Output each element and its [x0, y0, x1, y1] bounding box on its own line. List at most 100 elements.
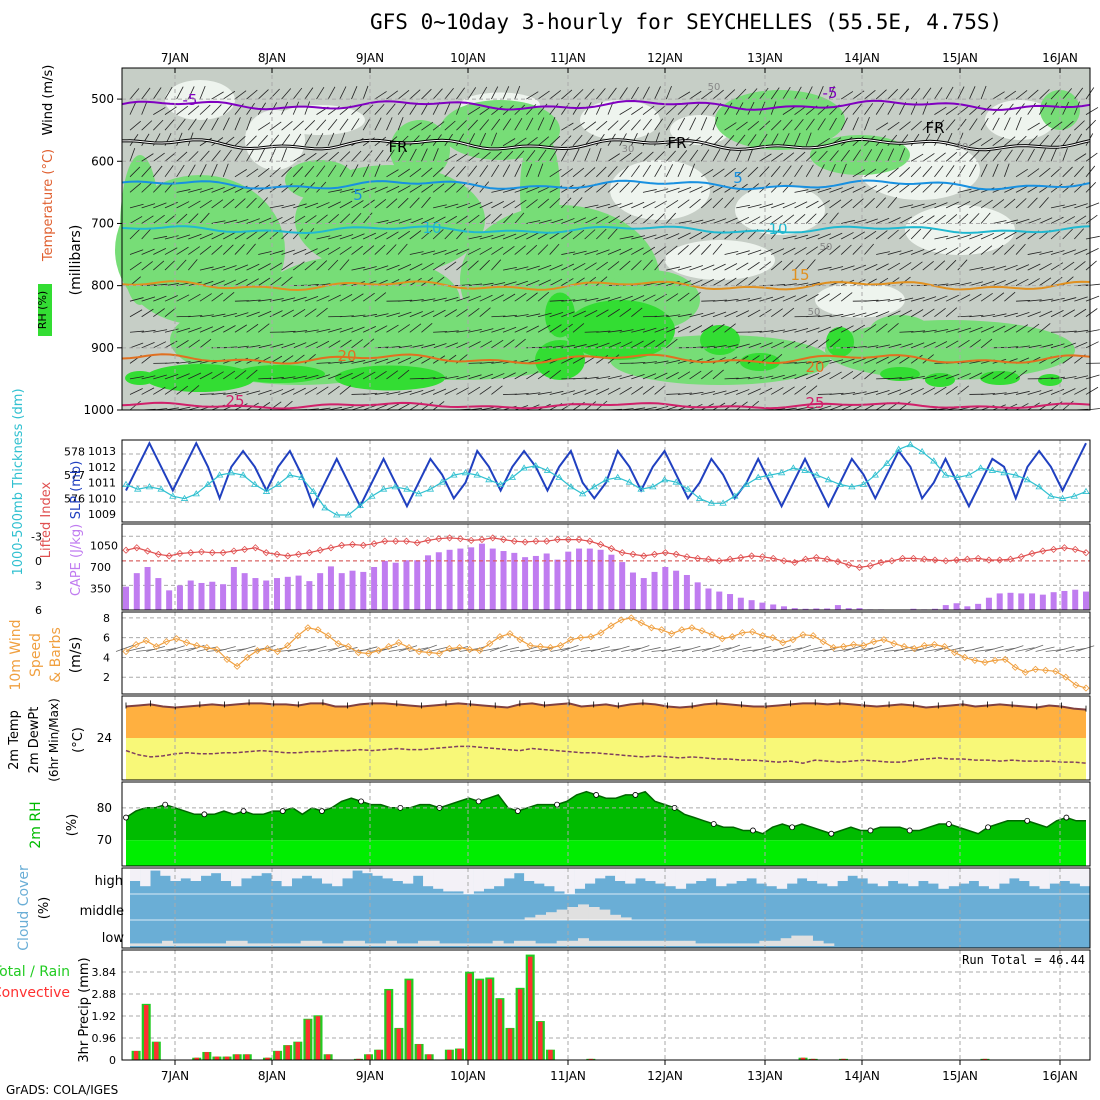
cloud-low-band — [780, 938, 792, 946]
lifted-index-marker — [931, 556, 939, 564]
wind-barb — [176, 105, 189, 115]
wind-barb — [724, 344, 739, 349]
wind-barb — [945, 119, 956, 131]
wind-speed-marker — [627, 614, 635, 622]
wind-barb — [199, 199, 212, 209]
wind-barb — [934, 165, 944, 178]
thickness-marker — [602, 476, 610, 483]
wind-barb — [712, 299, 727, 302]
wind-barb — [689, 244, 700, 255]
wind-barb-10m — [358, 646, 378, 652]
wind-barb — [444, 203, 459, 209]
wind-barb — [934, 119, 945, 131]
cloud-high-clear — [756, 868, 767, 884]
thickness-marker — [180, 494, 189, 501]
wind-barb — [1027, 197, 1038, 209]
millibars-axis-label: (millibars) — [68, 225, 84, 296]
top-day-label-7: 14JAN — [844, 51, 880, 65]
wind-barb — [1085, 214, 1098, 224]
wind-barb-10m — [792, 644, 811, 652]
slp-axis-label: SLP (mb) — [69, 461, 84, 520]
thickness-marker — [567, 483, 575, 490]
wind-barb — [467, 386, 481, 395]
wind-barb — [561, 197, 572, 209]
wind-barb — [922, 387, 936, 395]
wind-barb — [304, 374, 319, 380]
wind-speed-marker — [698, 627, 706, 635]
wind-barb — [432, 309, 446, 318]
wind-barb — [339, 188, 354, 193]
cape-bar — [770, 604, 777, 610]
lifted-index-marker — [381, 537, 389, 545]
temp-fill — [126, 703, 1086, 738]
wind-barb — [596, 203, 610, 209]
wind-barb — [1062, 216, 1076, 224]
wind-barb — [456, 120, 467, 131]
cape-bar — [1050, 592, 1057, 610]
wind-barb — [1050, 388, 1065, 395]
wind-barb — [223, 198, 235, 209]
wind-barb-10m — [701, 645, 721, 652]
wind-barb — [281, 276, 293, 286]
rh-moist-patch-15 — [285, 160, 355, 200]
cape-bar — [360, 571, 367, 610]
wind-barb — [1085, 341, 1099, 349]
wind-barb — [257, 135, 268, 146]
wind-barb — [409, 102, 418, 115]
wind-barb — [736, 216, 750, 224]
wind-barb — [1085, 182, 1097, 193]
wind-barb — [433, 376, 448, 380]
wind-barb — [397, 185, 411, 193]
wind-barb — [689, 265, 703, 271]
wind-barb — [514, 150, 525, 162]
wind-barb — [654, 405, 669, 411]
wind-barb — [339, 213, 351, 224]
cape-bar — [241, 573, 248, 610]
slp-ytick-label-2: 1011 — [88, 477, 116, 490]
wind-barb — [188, 151, 199, 162]
lifted-index-marker — [704, 555, 713, 563]
precip-convective-bar — [224, 1056, 230, 1060]
wind-barb — [864, 185, 877, 193]
wind-barb — [922, 248, 936, 255]
thickness-marker — [122, 480, 130, 487]
lifted-index-line — [125, 537, 1087, 569]
wind-barb-10m — [388, 647, 409, 652]
wind-barb — [794, 106, 807, 115]
wind-barb-10m — [590, 646, 610, 652]
wind-barb — [316, 295, 330, 302]
wind-barb — [724, 310, 738, 318]
wind-barb — [257, 148, 265, 162]
wind-barb — [852, 345, 867, 349]
wind-barb — [631, 295, 645, 302]
lifted-index-marker — [1050, 545, 1058, 553]
wind-barb — [316, 247, 330, 255]
cloud-low-band — [812, 940, 824, 946]
cloud-high-clear — [675, 868, 687, 889]
thickness-marker — [403, 485, 411, 492]
thickness-marker — [450, 471, 458, 478]
wind-barb — [945, 386, 958, 395]
wind-barb — [246, 369, 258, 380]
wind-barb — [840, 325, 854, 333]
wind-barb — [747, 276, 760, 286]
wind-barb — [281, 228, 292, 240]
wind-barb — [957, 86, 965, 100]
wind-barb — [153, 308, 165, 318]
wind-speed-marker — [263, 644, 272, 653]
wind-barb — [910, 182, 922, 193]
wind-barb-10m — [1075, 645, 1095, 652]
wind-barb — [1062, 355, 1075, 364]
wind-barb — [456, 341, 470, 349]
cloud-high-clear — [584, 868, 596, 884]
wind-barb — [258, 251, 272, 255]
upper-panel-frame — [121, 67, 1091, 411]
wind-barb — [817, 86, 824, 100]
wind-barb — [875, 89, 887, 100]
lifted-index-marker — [866, 562, 874, 570]
wind-barb — [153, 214, 165, 224]
wind-barb — [607, 248, 622, 255]
wind-barb — [456, 182, 467, 193]
wind-barb — [584, 88, 595, 100]
